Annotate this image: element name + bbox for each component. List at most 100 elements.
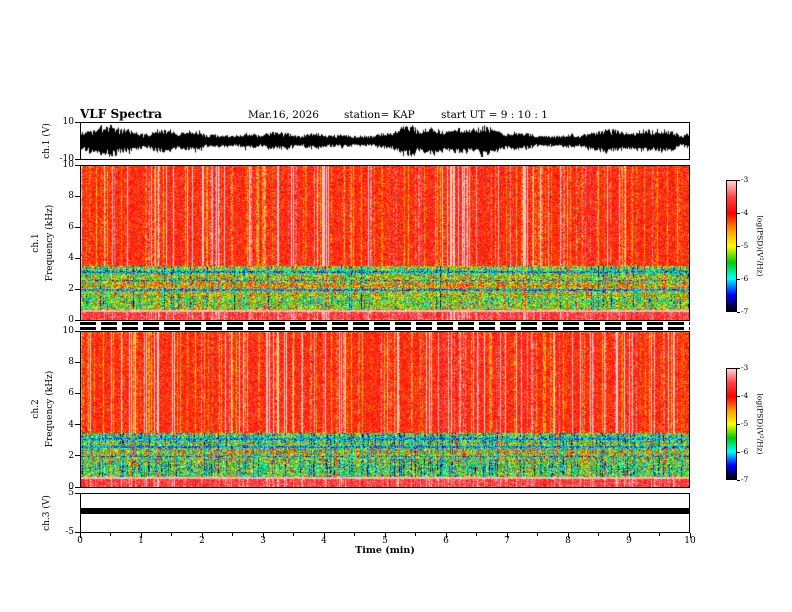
x-tick-mark (262, 533, 264, 538)
ch1-spectrogram-canvas (81, 166, 689, 320)
y-tick-label: 6 (68, 222, 74, 232)
y-tick-mark (75, 492, 80, 494)
y-tick-label: 6 (68, 388, 74, 399)
x-tick-mark (201, 533, 203, 538)
x-tick-label: 5 (382, 536, 388, 546)
colorbar-tick-label: -4 (741, 391, 749, 400)
colorbar-tick-label: -5 (741, 241, 749, 250)
y-tick-label: 0 (68, 482, 74, 492)
y-tick-mark (75, 121, 80, 123)
y-tick-mark (75, 330, 80, 332)
y-tick-label: 4 (68, 419, 74, 430)
x-tick-mark (140, 533, 142, 538)
y-tick-mark (75, 486, 80, 488)
figure-date: Mar.16, 2026 (248, 109, 319, 121)
x-tick-label: 0 (77, 536, 83, 546)
y-tick-label: 0 (68, 315, 74, 325)
y-tick-label: 8 (68, 357, 74, 368)
y-tick-mark (75, 288, 80, 290)
x-tick-mark (323, 533, 325, 538)
y-tick-mark (75, 455, 80, 457)
ch1-frequency-axis-label: Frequency (kHz) (45, 204, 55, 282)
ch1-spectrogram-channel-label: ch.1 (31, 233, 41, 253)
y-tick-mark (75, 226, 80, 228)
y-tick-mark (75, 531, 80, 533)
x-minor-tick-mark (232, 533, 233, 536)
x-minor-tick-mark (476, 533, 477, 536)
colorbar-tick-label: -5 (741, 419, 749, 428)
x-tick-mark (79, 533, 81, 538)
x-tick-mark (628, 533, 630, 538)
colorbar-tick-mark (737, 451, 740, 453)
x-tick-label: 2 (199, 536, 205, 546)
y-tick-label: 4 (68, 253, 74, 263)
ch2-colorbar-unit-label: log(PSD)(V²/Hz) (755, 393, 765, 455)
x-minor-tick-mark (537, 533, 538, 536)
ch1-colorbar (726, 180, 737, 312)
y-tick-mark (75, 158, 80, 160)
colorbar-tick-mark (737, 479, 740, 481)
y-tick-mark (75, 319, 80, 321)
x-tick-label: 4 (321, 536, 327, 546)
y-tick-label: 8 (68, 191, 74, 201)
ch1-waveform-panel (80, 122, 690, 160)
colorbar-tick-mark (737, 367, 740, 369)
colorbar-tick-mark (737, 179, 740, 181)
colorbar-tick-label: -4 (741, 208, 749, 217)
colorbar-tick-mark (737, 311, 740, 313)
y-tick-label: -10 (59, 154, 75, 164)
colorbar-tick-label: -7 (741, 475, 749, 484)
x-tick-mark (567, 533, 569, 538)
y-tick-mark (75, 361, 80, 363)
colorbar-tick-label: -3 (741, 363, 749, 372)
ch1-waveform-canvas (81, 123, 689, 159)
x-tick-mark (445, 533, 447, 538)
y-tick-label: 2 (68, 450, 74, 461)
x-minor-tick-mark (598, 533, 599, 536)
y-tick-label: 10 (62, 326, 74, 336)
y-tick-mark (75, 392, 80, 394)
x-tick-label: 7 (504, 536, 510, 546)
colorbar-tick-mark (737, 395, 740, 397)
colorbar-tick-mark (737, 212, 740, 214)
figure-start-ut: start UT = 9 : 10 : 1 (441, 109, 548, 121)
y-tick-label: 10 (62, 160, 74, 170)
y-tick-mark (75, 195, 80, 197)
ch2-spectrogram-channel-label: ch.2 (31, 399, 41, 419)
colorbar-tick-mark (737, 423, 740, 425)
x-tick-label: 9 (626, 536, 632, 546)
colorbar-tick-label: -3 (741, 175, 749, 184)
ch2-spectrogram-panel (80, 331, 690, 488)
y-tick-label: 2 (68, 284, 74, 294)
ch3-dc-bar (81, 507, 689, 514)
x-tick-label: 1 (138, 536, 144, 546)
y-tick-mark (75, 257, 80, 259)
time-axis-label: Time (min) (355, 545, 415, 556)
x-tick-label: 6 (443, 536, 449, 546)
ch1-colorbar-unit-label: log(PSD)(V²/Hz) (755, 215, 765, 277)
colorbar-tick-mark (737, 278, 740, 280)
x-minor-tick-mark (659, 533, 660, 536)
x-minor-tick-mark (415, 533, 416, 536)
x-tick-label: 3 (260, 536, 266, 546)
x-minor-tick-mark (293, 533, 294, 536)
ch1-spectrogram-panel (80, 165, 690, 321)
x-minor-tick-mark (171, 533, 172, 536)
y-tick-mark (75, 424, 80, 426)
figure-station: station= KAP (344, 109, 415, 121)
ch2-frequency-axis-label: Frequency (kHz) (45, 370, 55, 448)
ch2-colorbar (726, 368, 737, 480)
x-tick-mark (689, 533, 691, 538)
colorbar-tick-label: -6 (741, 447, 749, 456)
x-tick-label: 10 (684, 536, 696, 546)
y-tick-label: -5 (65, 527, 74, 537)
separator-strip (80, 322, 690, 330)
colorbar-tick-mark (737, 245, 740, 247)
x-tick-mark (384, 533, 386, 538)
colorbar-tick-label: -6 (741, 274, 749, 283)
x-minor-tick-mark (354, 533, 355, 536)
x-minor-tick-mark (110, 533, 111, 536)
y-tick-label: 10 (62, 117, 74, 127)
ch3-voltage-axis-label: ch.3 (V) (42, 495, 52, 531)
